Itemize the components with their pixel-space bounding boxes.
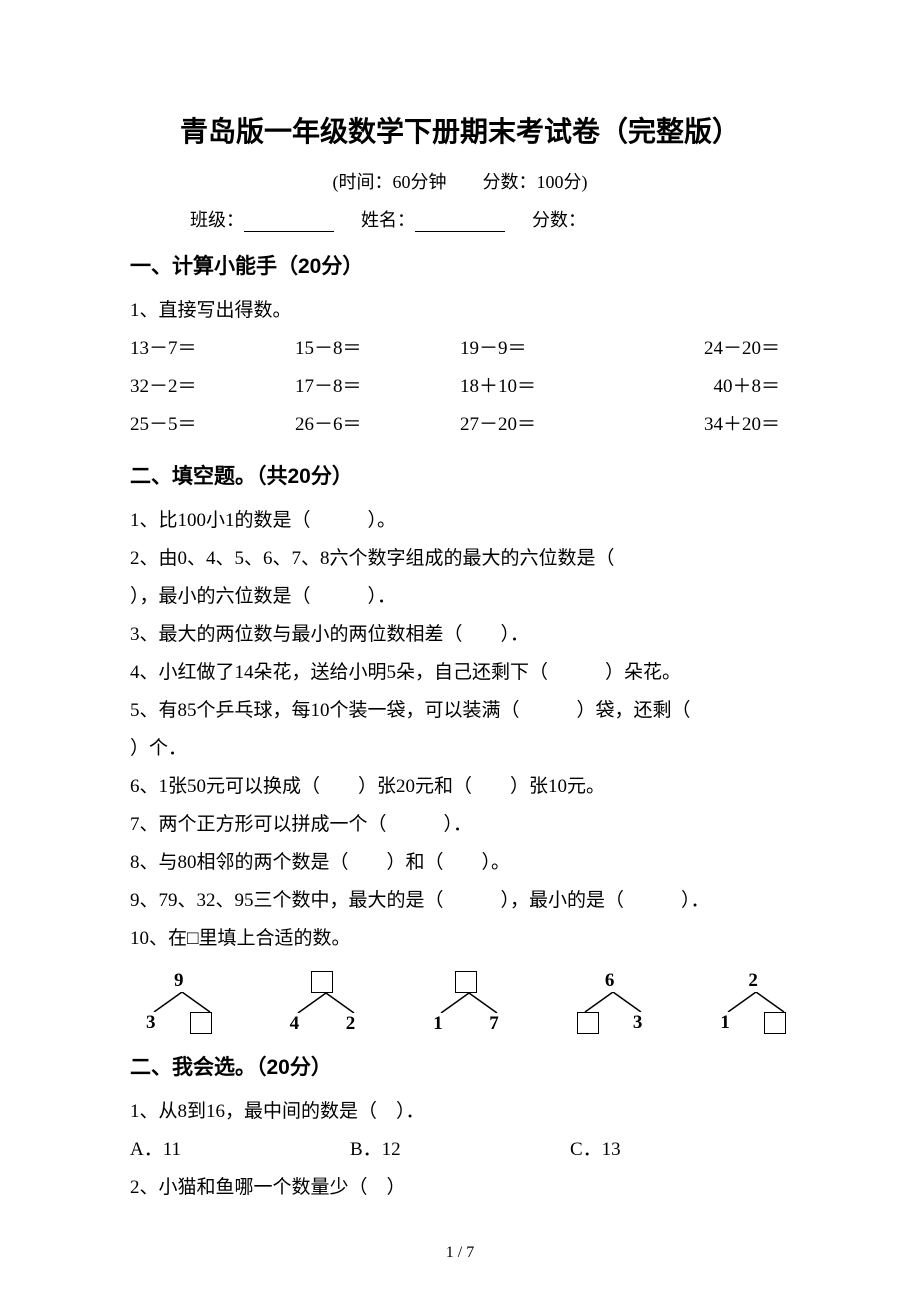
calc-grid: 13－7＝ 15－8＝ 19－9＝ 24－20＝ 32－2＝ 17－8＝ 18＋… — [130, 330, 790, 444]
bond-value: 2 — [346, 1013, 356, 1035]
s2-q5a: 5、有85个乒乓球，每10个装一袋，可以装满（ ）袋，还剩（ — [130, 692, 790, 730]
calc-cell: 24－20＝ — [625, 330, 790, 368]
calc-cell: 15－8＝ — [295, 330, 460, 368]
exam-meta: (时间：60分钟 分数：100分) — [130, 168, 790, 194]
calc-cell: 34＋20＝ — [625, 406, 790, 444]
name-blank[interactable] — [415, 214, 505, 232]
number-bond: 21 — [716, 970, 790, 1035]
calc-cell: 32－2＝ — [130, 368, 295, 406]
bond-lines — [286, 993, 360, 1013]
s2-q5b: ）个． — [130, 730, 790, 768]
bond-lines — [573, 992, 647, 1012]
s2-q4: 4、小红做了14朵花，送给小明5朵，自己还剩下（ ）朵花。 — [130, 654, 790, 692]
score-label: 分数： — [532, 210, 586, 230]
bond-lines — [716, 992, 790, 1012]
section-2-heading: 二、填空题。（共20分） — [130, 460, 790, 490]
option-c[interactable]: C．13 — [570, 1131, 621, 1169]
blank-box[interactable] — [190, 1012, 212, 1034]
number-bond: 63 — [573, 970, 647, 1035]
calc-cell: 13－7＝ — [130, 330, 295, 368]
page-footer: 1 / 7 — [0, 1244, 920, 1262]
bond-value: 1 — [720, 1012, 730, 1034]
option-b[interactable]: B．12 — [350, 1131, 570, 1169]
s2-q2a: 2、由0、4、5、6、7、8六个数字组成的最大的六位数是（ — [130, 540, 790, 578]
bond-lines — [142, 992, 216, 1012]
bond-value: 3 — [146, 1012, 156, 1034]
option-a[interactable]: A．11 — [130, 1131, 350, 1169]
calc-cell: 26－6＝ — [295, 406, 460, 444]
bond-top: 6 — [600, 970, 620, 992]
s1-q1-stem: 1、直接写出得数。 — [130, 292, 790, 330]
class-blank[interactable] — [244, 214, 334, 232]
calc-cell: 27－20＝ — [460, 406, 625, 444]
bond-top: 9 — [169, 970, 189, 992]
blank-box[interactable] — [764, 1012, 786, 1034]
s2-q8: 8、与80相邻的两个数是（ ）和（ ）。 — [130, 844, 790, 882]
s2-q2b: ），最小的六位数是（ ）． — [130, 578, 790, 616]
bond-value: 4 — [290, 1013, 300, 1035]
bond-lines — [429, 993, 503, 1013]
s3-q1-options: A．11 B．12 C．13 — [130, 1131, 790, 1169]
bond-value: 3 — [633, 1012, 643, 1034]
bond-value: 1 — [433, 1013, 443, 1035]
student-fields: 班级： 姓名： 分数： — [130, 206, 790, 232]
blank-box[interactable] — [311, 971, 333, 993]
calc-cell: 25－5＝ — [130, 406, 295, 444]
number-bond-row: 9342176321 — [130, 970, 790, 1035]
calc-cell: 40＋8＝ — [625, 368, 790, 406]
exam-title: 青岛版一年级数学下册期末考试卷（完整版） — [130, 110, 790, 150]
number-bond: 42 — [286, 970, 360, 1035]
calc-cell: 18＋10＝ — [460, 368, 625, 406]
section-1-heading: 一、计算小能手（20分） — [130, 250, 790, 280]
s2-q7: 7、两个正方形可以拼成一个（ ）． — [130, 806, 790, 844]
calc-cell: 19－9＝ — [460, 330, 625, 368]
section-3-heading: 二、我会选。（20分） — [130, 1051, 790, 1081]
s3-q2-stem: 2、小猫和鱼哪一个数量少（ ） — [130, 1169, 790, 1207]
s2-q3: 3、最大的两位数与最小的两位数相差（ ）． — [130, 616, 790, 654]
number-bond: 17 — [429, 970, 503, 1035]
bond-value: 7 — [489, 1013, 499, 1035]
s3-q1-stem: 1、从8到16，最中间的数是（ ）． — [130, 1093, 790, 1131]
bond-top: 2 — [743, 970, 763, 992]
calc-cell: 17－8＝ — [295, 368, 460, 406]
blank-box[interactable] — [455, 971, 477, 993]
s2-q6: 6、1张50元可以换成（ ）张20元和（ ）张10元。 — [130, 768, 790, 806]
blank-box[interactable] — [577, 1012, 599, 1034]
s2-q1: 1、比100小1的数是（ ）。 — [130, 502, 790, 540]
s2-q9: 9、79、32、95三个数中，最大的是（ ），最小的是（ ）． — [130, 882, 790, 920]
name-label: 姓名： — [361, 210, 415, 230]
number-bond: 93 — [142, 970, 216, 1035]
class-label: 班级： — [190, 210, 244, 230]
s2-q10: 10、在□里填上合适的数。 — [130, 920, 790, 958]
